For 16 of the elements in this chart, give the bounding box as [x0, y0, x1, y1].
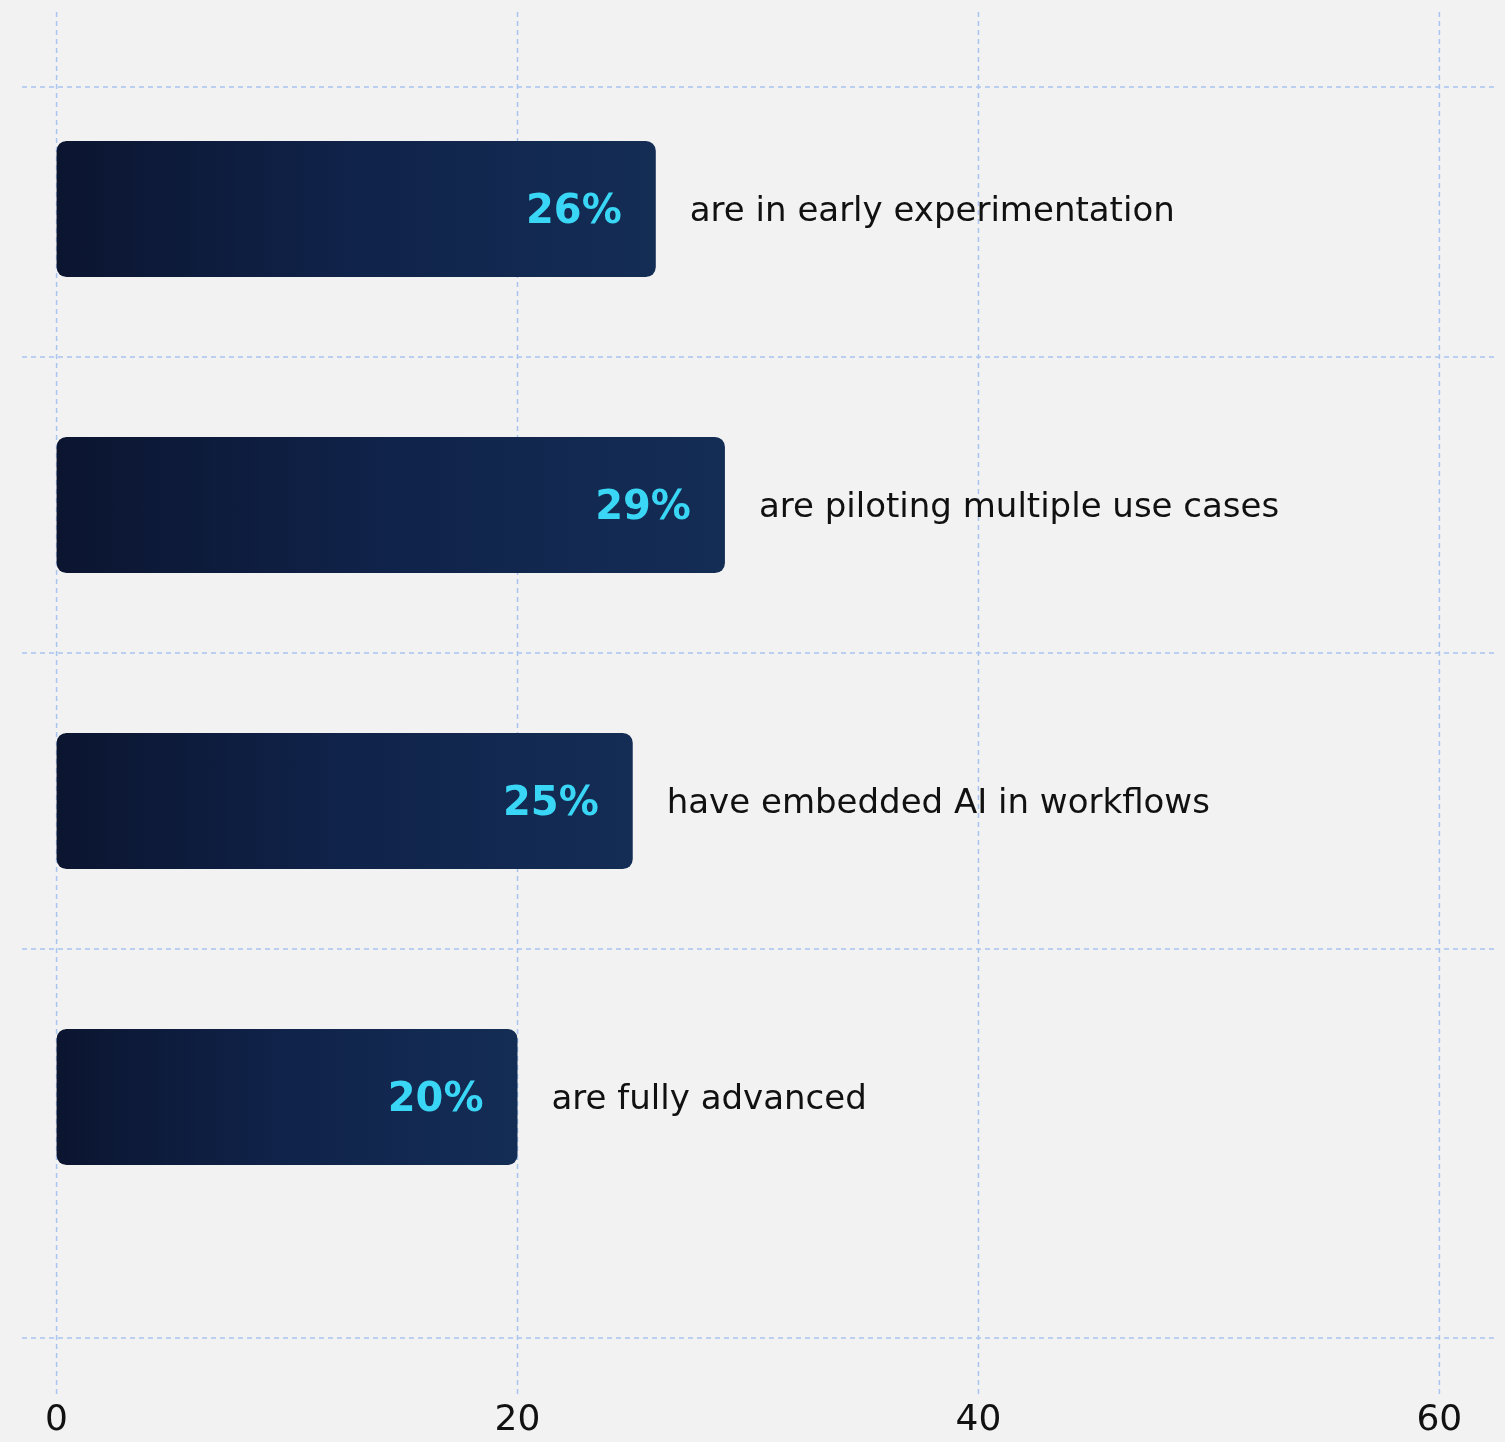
data-label: 25%: [502, 778, 599, 824]
x-tick-label: 20: [494, 1397, 541, 1438]
bar: [56, 436, 725, 574]
y-tick-label: are in early experimentation: [689, 188, 1175, 229]
y-tick-label: have embedded AI in workflows: [666, 780, 1210, 821]
x-tick-label: 40: [955, 1397, 1002, 1438]
y-tick-label: are piloting multiple use cases: [758, 484, 1280, 525]
x-tick-label: 0: [45, 1397, 69, 1438]
data-label: 29%: [595, 482, 691, 528]
data-label: 20%: [387, 1074, 484, 1120]
x-tick-label: 60: [1416, 1397, 1463, 1438]
y-tick-label: are fully advanced: [551, 1076, 867, 1117]
data-label: 26%: [526, 186, 622, 232]
bar: [56, 1028, 518, 1166]
bar: [56, 732, 633, 870]
bar: [56, 140, 656, 278]
